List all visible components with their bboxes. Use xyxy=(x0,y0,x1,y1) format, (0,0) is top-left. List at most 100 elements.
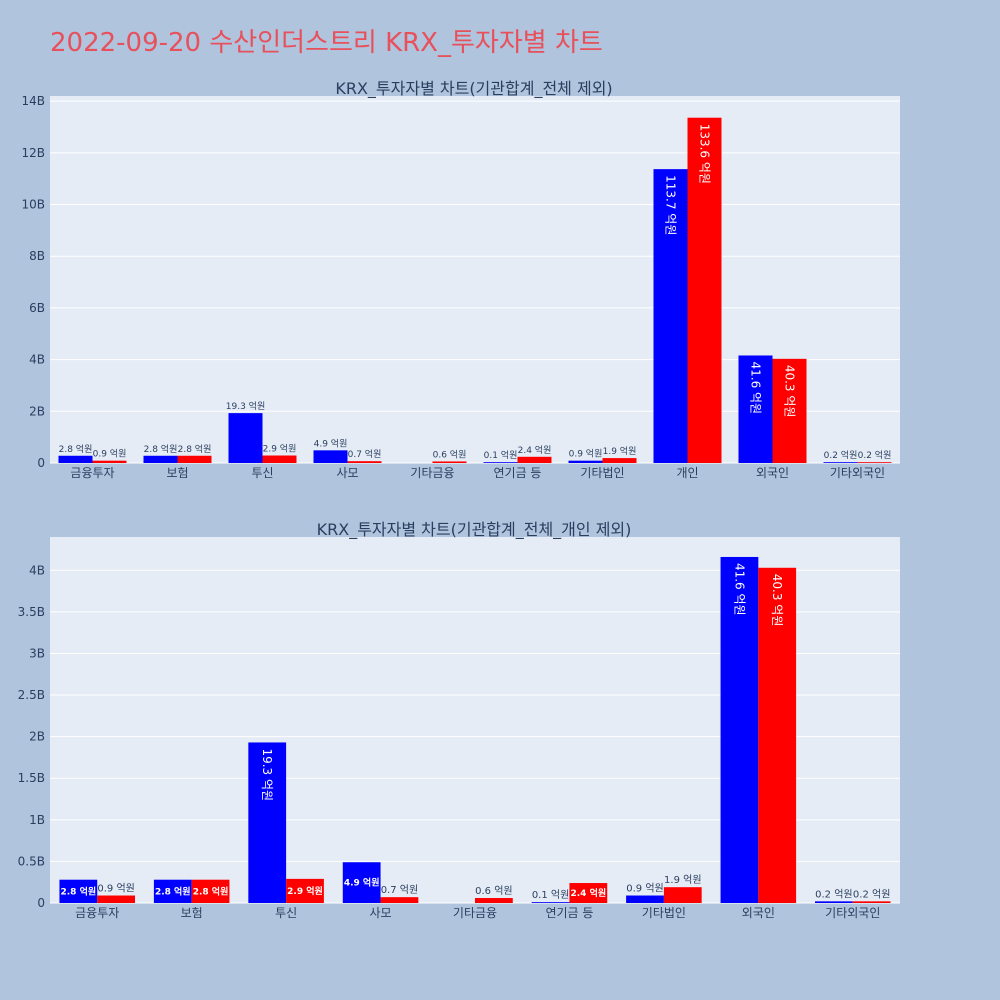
bar-value-label: 40.3 억원 xyxy=(770,574,784,627)
bar-value-label: 2.8 억원 xyxy=(61,885,97,897)
y-tick-label: 4B xyxy=(29,563,45,577)
x-tick-label: 연기금 등 xyxy=(494,466,542,480)
bar-value-label: 2.4 억원 xyxy=(518,444,552,456)
y-tick-label: 0 xyxy=(37,456,45,470)
bar xyxy=(191,879,230,903)
bar xyxy=(153,879,192,903)
bar xyxy=(852,901,891,903)
bar-value-label: 2.8 억원 xyxy=(155,885,191,897)
chart-title-2: KRX_투자자별 차트(기관합계_전체_개인 제외) xyxy=(317,520,632,540)
bar xyxy=(286,878,324,903)
bar-value-label: 2.9 억원 xyxy=(287,885,323,897)
x-tick-label: 투신 xyxy=(251,466,273,480)
y-tick-label: 1B xyxy=(29,813,45,827)
x-tick-label: 금융투자 xyxy=(75,906,119,920)
bar-value-label: 0.9 억원 xyxy=(93,448,127,460)
y-tick-label: 12B xyxy=(21,146,45,160)
bar xyxy=(720,556,759,903)
y-tick-label: 1.5B xyxy=(18,771,45,785)
x-tick-label: 외국인 xyxy=(756,466,789,480)
bar-value-label: 0.6 억원 xyxy=(475,885,512,897)
bar-value-label: 19.3 억원 xyxy=(260,748,274,801)
y-tick-label: 2.5B xyxy=(18,688,45,702)
bar-value-label: 2.8 억원 xyxy=(193,885,229,897)
x-tick-label: 기타법인 xyxy=(642,906,686,920)
y-tick-label: 3B xyxy=(29,646,45,660)
bar-value-label: 133.6 억원 xyxy=(698,124,712,184)
bar-value-label: 2.4 억원 xyxy=(571,887,607,899)
bar xyxy=(143,455,178,463)
y-tick-label: 10B xyxy=(21,198,45,212)
bar-value-label: 0.1 억원 xyxy=(532,889,569,901)
y-tick-label: 8B xyxy=(29,249,45,263)
bar-value-label: 19.3 억원 xyxy=(226,400,265,412)
bar xyxy=(602,458,637,463)
bar xyxy=(248,742,287,903)
x-tick-label: 기타법인 xyxy=(580,466,624,480)
bar xyxy=(738,355,773,463)
x-tick-label: 기타외국인 xyxy=(830,466,885,480)
bar xyxy=(177,455,212,463)
bar-value-label: 2.8 억원 xyxy=(178,443,212,455)
bar xyxy=(772,358,807,463)
y-tick-label: 2B xyxy=(29,730,45,744)
bar-value-label: 2.8 억원 xyxy=(59,443,93,455)
y-tick-label: 2B xyxy=(29,404,45,418)
x-tick-label: 금융투자 xyxy=(70,466,114,480)
bar xyxy=(857,462,892,463)
bar-value-label: 2.9 억원 xyxy=(263,443,297,455)
bar-value-label: 1.9 억원 xyxy=(603,445,637,457)
bar xyxy=(228,413,263,463)
y-tick-label: 4B xyxy=(29,353,45,367)
bar-value-label: 0.2 억원 xyxy=(853,888,890,900)
bar-value-label: 1.9 억원 xyxy=(664,874,701,886)
bar-value-label: 40.3 억원 xyxy=(783,365,797,418)
bar-value-label: 0.1 억원 xyxy=(484,449,518,461)
bar xyxy=(483,462,518,463)
bar-value-label: 0.2 억원 xyxy=(858,449,892,461)
bar xyxy=(475,898,513,903)
y-tick-label: 6B xyxy=(29,301,45,315)
bar xyxy=(517,456,552,463)
y-tick-label: 3.5B xyxy=(18,605,45,619)
x-tick-label: 사모 xyxy=(336,466,358,480)
page-title: 2022-09-20 수산인더스트리 KRX_투자자별 차트 xyxy=(50,28,603,58)
y-tick-label: 14B xyxy=(21,94,45,108)
bar xyxy=(313,450,348,463)
bar xyxy=(347,461,382,463)
bar-value-label: 2.8 억원 xyxy=(144,443,178,455)
bar xyxy=(92,460,127,463)
x-tick-label: 개인 xyxy=(676,466,698,480)
x-tick-label: 보험 xyxy=(166,466,188,480)
bar xyxy=(380,897,419,903)
bar xyxy=(568,460,603,463)
x-tick-label: 사모 xyxy=(370,906,392,920)
x-tick-label: 기타외국인 xyxy=(825,906,880,920)
bar-value-label: 0.7 억원 xyxy=(348,448,382,460)
bar xyxy=(262,455,297,463)
bar-value-label: 0.9 억원 xyxy=(569,448,603,460)
bar-value-label: 0.6 억원 xyxy=(433,448,467,460)
x-tick-label: 투신 xyxy=(275,906,297,920)
chart-title-1: KRX_투자자별 차트(기관합계_전체 제외) xyxy=(335,79,612,99)
bar xyxy=(663,887,702,903)
bar-value-label: 0.2 억원 xyxy=(815,888,852,900)
bar xyxy=(823,462,858,463)
bar xyxy=(653,169,688,464)
bar xyxy=(432,461,467,463)
bar-value-label: 4.9 억원 xyxy=(344,877,380,889)
bar-value-label: 0.7 억원 xyxy=(381,884,418,896)
bar xyxy=(815,901,853,903)
bar xyxy=(626,895,664,903)
x-tick-label: 기타금융 xyxy=(453,906,497,920)
bar-value-label: 0.9 억원 xyxy=(97,883,134,895)
bar xyxy=(569,883,608,903)
bar-value-label: 113.7 억원 xyxy=(664,175,678,235)
x-tick-label: 외국인 xyxy=(742,906,775,920)
bar xyxy=(758,567,797,903)
y-tick-label: 0 xyxy=(37,896,45,910)
bar xyxy=(531,902,570,903)
x-tick-label: 보험 xyxy=(181,906,203,920)
bar xyxy=(59,879,98,903)
